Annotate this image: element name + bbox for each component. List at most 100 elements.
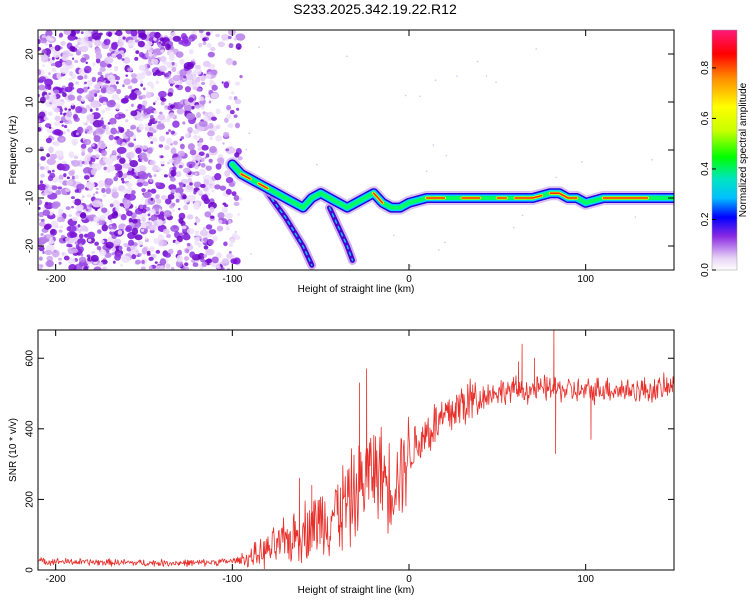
noise-blob [38,127,42,132]
noise-blob [134,206,138,209]
noise-blob [87,238,92,243]
noise-blob [152,72,157,77]
noise-blob [201,75,207,80]
noise-blob [198,151,205,157]
noise-blob [90,168,97,176]
noise-blob [51,169,55,173]
noise-blob [212,235,218,242]
noise-blob [230,258,238,265]
noise-blob [178,207,181,211]
noise-blob [85,160,88,163]
noise-blob [141,188,146,193]
noise-blob [125,130,134,138]
noise-blob [146,225,150,229]
noise-blob [72,248,79,254]
noise-blob [97,76,105,83]
noise-blob [49,153,58,160]
noise-blob [189,34,198,41]
noise-blob [220,267,225,270]
noise-blob [65,188,71,193]
noise-blob [78,46,82,52]
noise-blob [90,100,101,108]
noise-blob [93,219,98,223]
noise-blob [192,86,198,90]
noise-blob [160,101,165,106]
noise-blob [61,160,67,165]
noise-blob [171,61,175,66]
noise-blob [66,243,71,248]
noise-blob [113,67,119,72]
noise-blob [194,64,199,70]
noise-blob [58,261,62,265]
noise-blob [84,40,93,48]
noise-blob [221,258,230,264]
noise-blob [194,104,201,109]
noise-blob [60,74,65,77]
noise-blob [222,142,225,145]
noise-blob [204,211,212,218]
noise-blob [131,77,138,84]
x-tick-label: 100 [577,274,594,285]
noise-blob [81,148,86,153]
noise-blob [85,181,95,190]
noise-blob [165,263,171,270]
noise-blob [102,101,107,105]
noise-blob [197,242,203,248]
noise-blob [176,156,183,162]
noise-blob [117,230,123,235]
noise-blob [93,135,101,143]
noise-blob [46,153,50,158]
noise-blob [207,258,213,263]
noise-blob [199,229,208,237]
noise-blob [101,187,106,194]
noise-blob [225,57,234,66]
noise-blob [217,41,225,48]
colorbar-label: Normalized spectral amplitude [738,82,749,217]
noise-blob [89,108,93,112]
noise-blob [92,61,96,67]
noise-blob [68,214,72,217]
noise-blob [38,39,41,45]
noise-dot [651,158,653,161]
noise-blob [178,164,183,169]
noise-blob [75,205,83,212]
noise-blob [83,65,92,74]
noise-blob [141,260,145,264]
noise-blob [154,117,159,121]
noise-blob [61,251,67,257]
noise-blob [168,51,175,59]
noise-blob [94,40,102,47]
noise-dot [485,75,488,77]
noise-blob [49,94,57,102]
noise-blob [197,142,202,148]
noise-blob [60,99,65,103]
noise-blob [108,134,114,141]
noise-blob [214,173,222,181]
noise-blob [195,67,202,75]
noise-blob [158,65,167,72]
noise-blob [78,256,87,263]
noise-blob [147,64,151,69]
noise-blob [100,109,106,114]
noise-blob [233,37,237,41]
noise-blob [150,188,157,194]
noise-blob [46,259,54,267]
noise-blob [58,229,63,233]
noise-blob [140,208,147,214]
noise-blob [75,81,79,85]
noise-blob [126,210,133,217]
noise-blob [38,69,42,76]
noise-blob [130,110,138,117]
noise-blob [111,94,119,100]
noise-blob [148,256,154,261]
noise-blob [170,169,177,177]
noise-blob [138,253,142,256]
noise-blob [154,204,160,211]
noise-blob [74,240,78,245]
noise-blob [125,74,129,77]
noise-blob [153,109,158,115]
noise-blob [80,253,84,257]
snr-series-line [38,330,674,570]
noise-blob [48,126,52,129]
noise-blob [179,182,185,188]
